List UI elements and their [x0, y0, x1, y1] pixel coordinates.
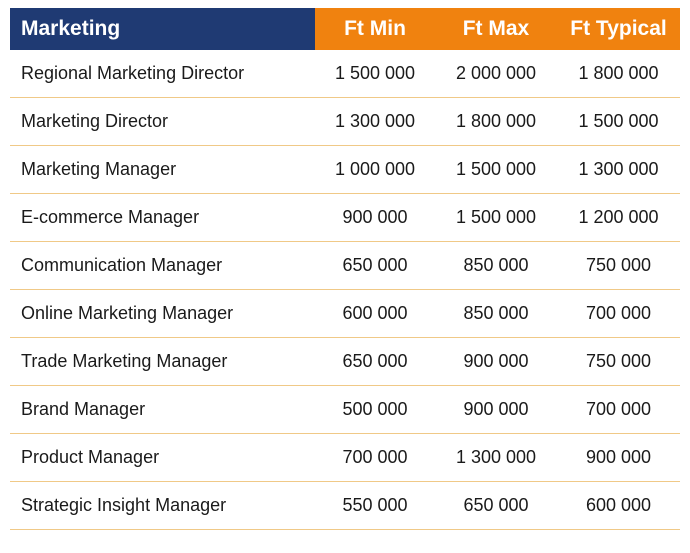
ft-min-value: 1 500 000	[334, 63, 416, 83]
ft-typical-value: 750 000	[585, 351, 652, 371]
role-name: Trade Marketing Manager	[21, 351, 228, 371]
table-row: Regional Marketing Director 1 500 000 2 …	[10, 50, 680, 98]
ft-typical-value: 900 000	[585, 447, 652, 467]
table-row: Brand Manager 500 000 900 000 700 000	[10, 386, 680, 434]
ft-min-value: 1 300 000	[334, 111, 416, 131]
role-name: Regional Marketing Director	[21, 63, 245, 83]
salary-table: Marketing Ft Min Ft Max Ft Typical Regio…	[10, 8, 680, 530]
role-name: Product Manager	[21, 447, 160, 467]
ft-max-value: 900 000	[463, 351, 529, 371]
ft-typical-value: 1 500 000	[578, 111, 659, 131]
ft-min-value: 550 000	[342, 495, 408, 515]
table-row: Product Manager 700 000 1 300 000 900 00…	[10, 434, 680, 482]
ft-typical-value: 1 300 000	[578, 159, 659, 179]
ft-max-value: 1 500 000	[455, 207, 537, 227]
ft-typical-value: 1 800 000	[578, 63, 659, 83]
ft-max-value: 650 000	[463, 495, 529, 515]
table-row: Online Marketing Manager 600 000 850 000…	[10, 290, 680, 338]
table-row: E-commerce Manager 900 000 1 500 000 1 2…	[10, 194, 680, 242]
role-name: E-commerce Manager	[21, 207, 200, 227]
role-name: Online Marketing Manager	[21, 303, 234, 323]
ft-min-value: 700 000	[342, 447, 408, 467]
ft-max-value: 1 300 000	[455, 447, 537, 467]
ft-typical-value: 700 000	[585, 399, 652, 419]
ft-typical-value: 700 000	[585, 303, 652, 323]
header-ft-min: Ft Min	[315, 8, 435, 50]
ft-max-value: 850 000	[463, 303, 529, 323]
ft-typical-value: 1 200 000	[578, 207, 659, 227]
table-row: Marketing Director 1 300 000 1 800 000 1…	[10, 98, 680, 146]
header-ft-typical: Ft Typical	[557, 8, 680, 50]
header-title: Marketing	[10, 8, 315, 50]
ft-min-value: 650 000	[342, 255, 408, 275]
ft-max-value: 850 000	[463, 255, 529, 275]
role-name: Brand Manager	[21, 399, 146, 419]
role-name: Communication Manager	[21, 255, 223, 275]
ft-max-value: 900 000	[463, 399, 529, 419]
header-ft-max: Ft Max	[435, 8, 557, 50]
role-name: Strategic Insight Manager	[21, 495, 227, 515]
table-row: Marketing Manager 1 000 000 1 500 000 1 …	[10, 146, 680, 194]
ft-max-value: 1 800 000	[455, 111, 537, 131]
ft-max-value: 2 000 000	[455, 63, 537, 83]
ft-min-value: 650 000	[342, 351, 408, 371]
ft-max-value: 1 500 000	[455, 159, 537, 179]
table-row: Communication Manager 650 000 850 000 75…	[10, 242, 680, 290]
ft-typical-value: 750 000	[585, 255, 652, 275]
ft-typical-value: 600 000	[585, 495, 652, 515]
table-row: Trade Marketing Manager 650 000 900 000 …	[10, 338, 680, 386]
ft-min-value: 900 000	[342, 207, 408, 227]
ft-min-value: 500 000	[342, 399, 408, 419]
ft-min-value: 1 000 000	[334, 159, 416, 179]
ft-min-value: 600 000	[342, 303, 408, 323]
role-name: Marketing Manager	[21, 159, 177, 179]
role-name: Marketing Director	[21, 111, 169, 131]
table-header: Marketing Ft Min Ft Max Ft Typical	[10, 8, 680, 50]
table-row: Strategic Insight Manager 550 000 650 00…	[10, 482, 680, 530]
